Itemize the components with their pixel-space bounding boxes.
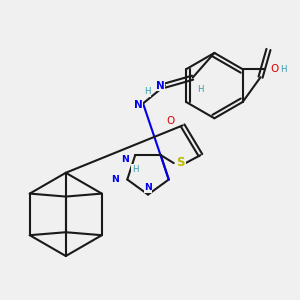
- Text: O: O: [167, 116, 175, 127]
- Text: N: N: [134, 100, 142, 110]
- Text: H: H: [132, 164, 139, 173]
- Text: H: H: [280, 65, 286, 74]
- Text: N: N: [122, 154, 129, 164]
- Text: N: N: [112, 175, 119, 184]
- Text: N: N: [144, 183, 152, 192]
- Text: H: H: [144, 87, 150, 96]
- Text: H: H: [197, 85, 204, 94]
- Text: O: O: [270, 64, 278, 74]
- Text: S: S: [176, 156, 185, 169]
- Text: N: N: [155, 81, 164, 91]
